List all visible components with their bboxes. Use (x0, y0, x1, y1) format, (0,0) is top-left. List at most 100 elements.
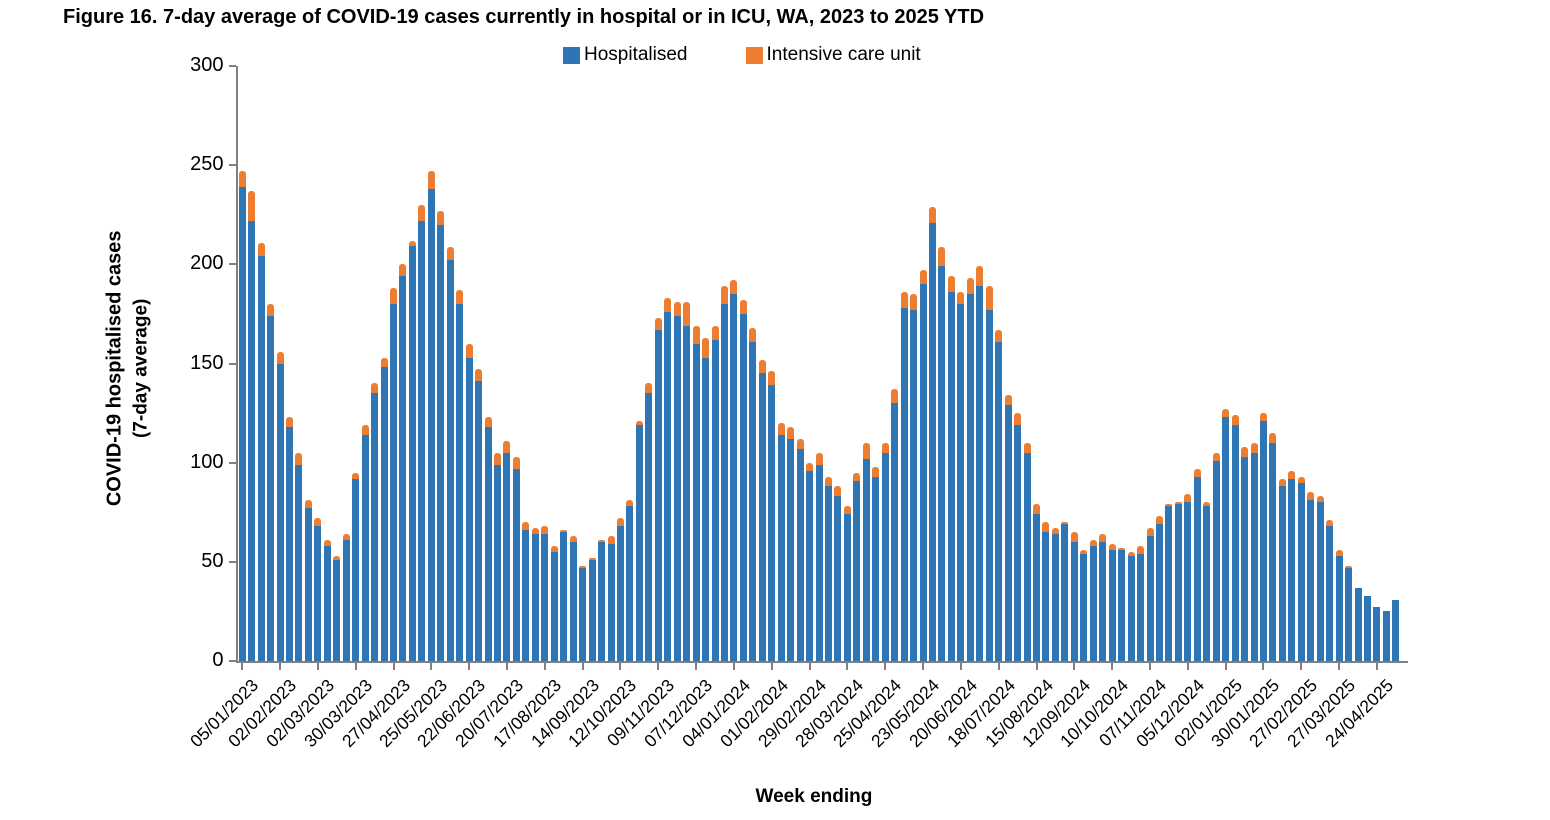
hospitalised-segment (758, 373, 766, 661)
bar-11/05/2023 (408, 66, 416, 661)
bar-19/09/2024 (1080, 66, 1088, 661)
icu-segment (238, 171, 246, 187)
icu-segment (1231, 415, 1239, 425)
icu-segment (1316, 496, 1324, 503)
y-axis-title-line2: (7-day average) (130, 298, 152, 439)
bar-07/12/2023 (692, 66, 700, 661)
hospitalised-segment (881, 452, 889, 661)
y-tick-label: 50 (201, 549, 224, 572)
hospitalised-segment (664, 311, 672, 661)
hospitalised-segment (947, 292, 955, 661)
hospitalised-segment (569, 542, 577, 661)
bar-09/01/2025 (1231, 66, 1239, 661)
icu-segment (787, 426, 795, 439)
bar-08/08/2024 (1023, 66, 1031, 661)
hospitalised-segment (1108, 549, 1116, 661)
bar-30/05/2024 (929, 66, 937, 661)
hospitalised-segment (1127, 555, 1135, 661)
hospitalised-segment (966, 294, 974, 661)
icu-segment (910, 294, 918, 310)
bar-08/02/2024 (777, 66, 785, 661)
icu-segment (834, 486, 842, 497)
hospitalised-segment (1033, 514, 1041, 661)
x-tick (354, 663, 357, 670)
hospitalised-segment (616, 526, 624, 661)
hospitalised-segment (957, 304, 965, 661)
icu-segment (333, 555, 341, 560)
bar-01/05/2025 (1382, 66, 1390, 661)
icu-segment (475, 369, 483, 382)
x-tick (1035, 663, 1038, 670)
y-tick (228, 560, 236, 563)
icu-segment (607, 536, 615, 544)
hospitalised-segment (739, 313, 747, 661)
icu-segment (1326, 520, 1334, 527)
icu-segment (1193, 468, 1201, 477)
icu-segment (929, 206, 937, 223)
hospitalised-segment (1297, 482, 1305, 661)
icu-segment (1165, 504, 1173, 507)
x-tick (1375, 663, 1378, 670)
bar-25/04/2024 (881, 66, 889, 661)
hospitalised-segment (475, 381, 483, 661)
bar-20/07/2023 (503, 66, 511, 661)
icu-segment (1174, 502, 1182, 505)
icu-segment (1042, 522, 1050, 533)
icu-segment (1137, 545, 1145, 554)
hospitalised-segment (1137, 553, 1145, 661)
hospitalised-segment (976, 286, 984, 661)
icu-segment (342, 534, 350, 541)
bar-21/03/2024 (834, 66, 842, 661)
icu-segment (1288, 470, 1296, 479)
bar-27/04/2023 (390, 66, 398, 661)
icu-segment (503, 440, 511, 453)
y-tick (228, 660, 236, 662)
hospitalised-segment (1080, 553, 1088, 661)
hospitalised-segment (692, 343, 700, 661)
icu-segment (465, 343, 473, 358)
icu-segment (295, 452, 303, 465)
hospitalised-segment (361, 434, 369, 661)
hospitalised-segment (1363, 595, 1371, 661)
chart-title: Figure 16. 7-day average of COVID-19 cas… (63, 6, 985, 28)
hospitalised-segment (654, 329, 662, 661)
hospitalised-segment (825, 486, 832, 661)
bar-21/09/2023 (588, 66, 596, 661)
icu-segment (702, 337, 710, 358)
icu-segment (1203, 502, 1211, 507)
bar-09/03/2023 (323, 66, 331, 661)
y-tick-label: 0 (212, 649, 224, 671)
hospitalised-segment (1014, 424, 1022, 661)
hospitalised-segment (1241, 456, 1249, 661)
icu-segment (1023, 442, 1031, 453)
bar-09/11/2023 (654, 66, 662, 661)
x-tick (316, 663, 319, 670)
icu-segment (494, 452, 502, 465)
icu-segment (314, 518, 322, 527)
x-tick (808, 663, 811, 670)
x-tick (732, 663, 735, 670)
bar-01/06/2023 (437, 66, 445, 661)
icu-swatch-icon (745, 46, 763, 64)
x-tick (997, 663, 1000, 670)
x-tick (430, 663, 433, 670)
icu-segment (1345, 565, 1353, 568)
hospitalised-segment (730, 294, 738, 661)
hospitalised-segment (607, 543, 615, 661)
bar-30/11/2023 (683, 66, 691, 661)
bar-06/03/2025 (1307, 66, 1315, 661)
icu-segment (815, 452, 823, 465)
bar-13/03/2025 (1316, 66, 1324, 661)
hospitalised-segment (673, 315, 681, 661)
icu-segment (768, 371, 776, 386)
bar-19/01/2023 (257, 66, 265, 661)
hospitalised-segment (1373, 607, 1381, 661)
hospitalised-segment (929, 222, 937, 661)
hospitalised-segment (1382, 611, 1390, 661)
y-tick (228, 461, 236, 464)
hospitalised-segment (399, 276, 407, 661)
hospitalised-segment (749, 341, 757, 661)
icu-segment (1080, 549, 1088, 554)
icu-segment (531, 528, 539, 535)
bar-10/10/2024 (1108, 66, 1116, 661)
